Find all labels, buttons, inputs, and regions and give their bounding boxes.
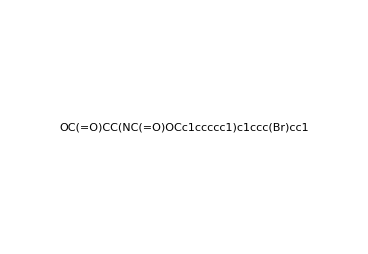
Text: OC(=O)CC(NC(=O)OCc1ccccc1)c1ccc(Br)cc1: OC(=O)CC(NC(=O)OCc1ccccc1)c1ccc(Br)cc1 [59,122,309,132]
